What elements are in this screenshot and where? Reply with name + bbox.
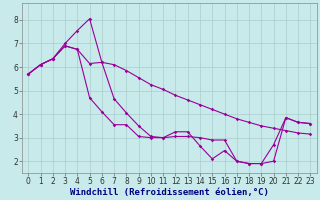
X-axis label: Windchill (Refroidissement éolien,°C): Windchill (Refroidissement éolien,°C) xyxy=(70,188,269,197)
